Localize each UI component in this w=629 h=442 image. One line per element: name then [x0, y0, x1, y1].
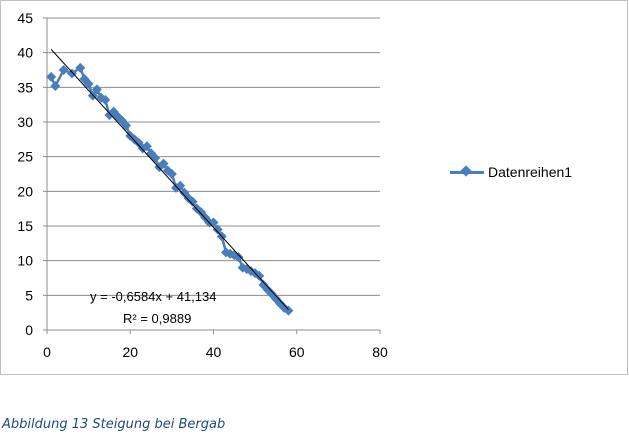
chart-area [0, 0, 628, 375]
y-tick-label-30: 30 [17, 114, 33, 130]
trendline [50, 49, 289, 310]
data-point [121, 120, 132, 131]
x-tick-label-40: 40 [206, 344, 222, 360]
legend-series-label: Datenreihen1 [488, 164, 573, 180]
data-point [58, 65, 69, 75]
data-point [83, 78, 94, 89]
data-point [100, 94, 111, 105]
data-point [187, 196, 198, 207]
scatter-chart: 0 5 10 15 20 25 30 35 40 45 0 20 40 60 80 y = -0,6584x … [17, 10, 388, 360]
y-tick-label-35: 35 [17, 79, 33, 95]
y-tick-label-25: 25 [17, 149, 33, 165]
y-tick-label-45: 45 [17, 10, 33, 26]
data-point [283, 305, 294, 316]
data-point [66, 68, 77, 79]
data-point [46, 71, 57, 82]
data-point [141, 141, 152, 152]
legend-series-marker [450, 165, 484, 179]
data-point [75, 62, 86, 73]
x-tick-label-20: 20 [122, 344, 138, 360]
data-point [212, 224, 223, 235]
x-tick-label-0: 0 [43, 344, 51, 360]
trendline-equation: y = -0,6584x + 41,134 [90, 289, 216, 304]
data-point [233, 252, 244, 263]
x-tick-label-80: 80 [372, 344, 388, 360]
y-tick-label-40: 40 [17, 45, 33, 61]
y-tick-label-10: 10 [17, 253, 33, 269]
data-point [220, 247, 231, 258]
y-tick-label-20: 20 [17, 183, 33, 199]
trendline-r-squared: R² = 0,9889 [123, 311, 191, 326]
data-point [50, 80, 61, 91]
y-tick-label-5: 5 [25, 287, 33, 303]
y-tick-label-0: 0 [25, 322, 33, 338]
y-tick-label-15: 15 [17, 218, 33, 234]
chart-legend: Datenreihen1 [450, 162, 572, 182]
x-tick-label-60: 60 [289, 344, 305, 360]
figure-caption: Abbildung 13 Steigung bei Bergab [2, 417, 226, 432]
data-point [166, 169, 177, 179]
data-point [254, 270, 265, 281]
data-point [91, 84, 102, 95]
data-point [158, 158, 169, 169]
